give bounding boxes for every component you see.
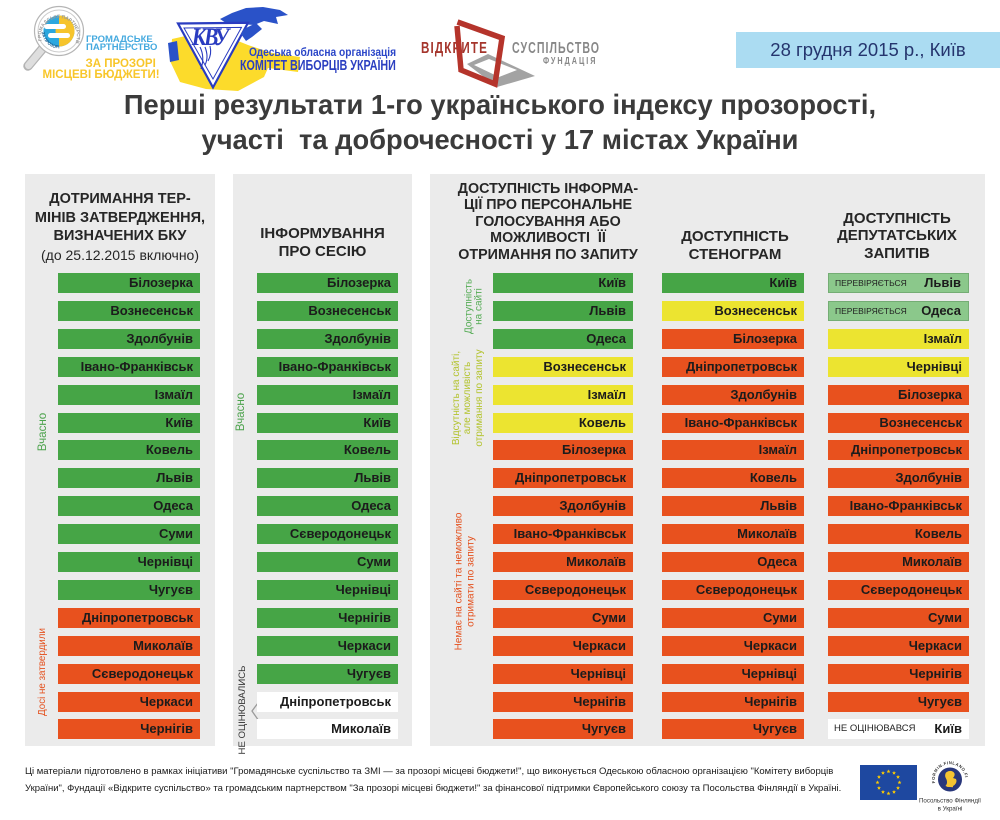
svg-text:КВУ: КВУ: [191, 23, 232, 51]
svg-text:в Україні: в Україні: [938, 806, 963, 813]
svg-text:Посольство Фінляндії: Посольство Фінляндії: [919, 798, 981, 805]
